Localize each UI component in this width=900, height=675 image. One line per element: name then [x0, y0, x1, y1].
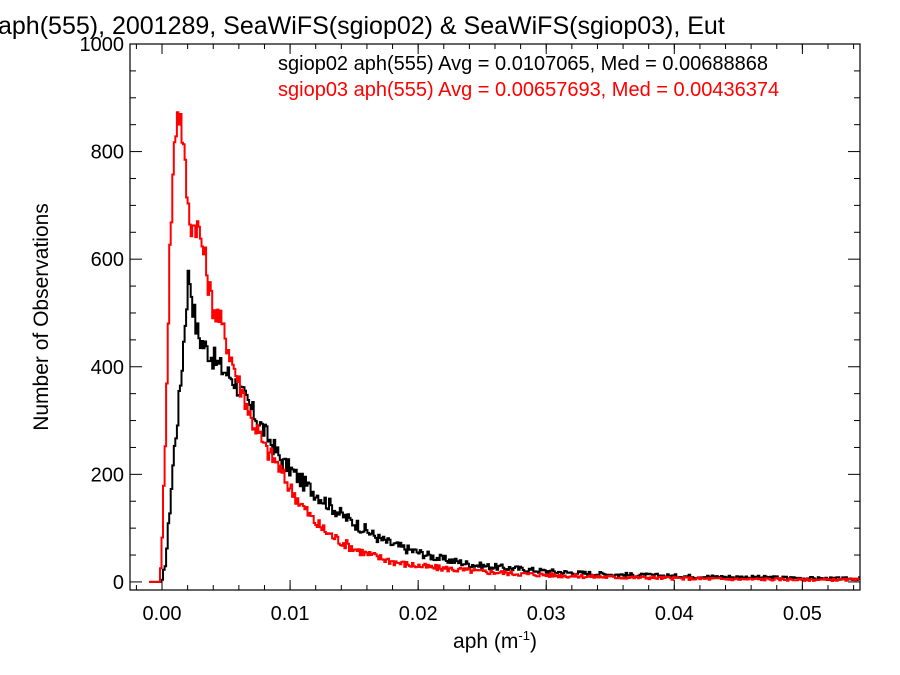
chart-title: aph(555), 2001289, SeaWiFS(sgiop02) & Se…: [0, 12, 725, 40]
y-tick-label: 0: [113, 572, 124, 594]
x-tick-label: 0.01: [271, 603, 310, 625]
y-axis-label: Number of Observations: [30, 203, 53, 431]
x-tick-label: 0.05: [783, 603, 822, 625]
y-tick-label: 800: [91, 142, 124, 164]
x-axis-label: aph (m-1): [453, 628, 537, 653]
plot-area: [149, 111, 861, 583]
x-axis-label-main: aph (m: [453, 630, 518, 653]
x-tick-label: 0.04: [655, 603, 694, 625]
y-tick-label: 600: [91, 249, 124, 271]
x-axis: 0.00 0.01 0.02 0.03 0.04 0.05: [135, 44, 855, 625]
x-tick-label: 0.00: [143, 603, 182, 625]
y-tick-label: 400: [91, 357, 124, 379]
series-sgiop03: [149, 111, 861, 583]
legend-entry-sgiop03: sgiop03 aph(555) Avg = 0.00657693, Med =…: [278, 79, 779, 101]
y-axis: 0 200 400 600 800 1000: [80, 34, 860, 594]
y-tick-label: 1000: [80, 34, 125, 56]
legend-entry-sgiop02: sgiop02 aph(555) Avg = 0.0107065, Med = …: [278, 53, 768, 75]
x-axis-label-sup: -1: [518, 628, 530, 643]
x-axis-label-tail: ): [530, 630, 537, 653]
x-tick-label: 0.03: [527, 603, 566, 625]
y-tick-label: 200: [91, 464, 124, 486]
x-tick-label: 0.02: [399, 603, 438, 625]
